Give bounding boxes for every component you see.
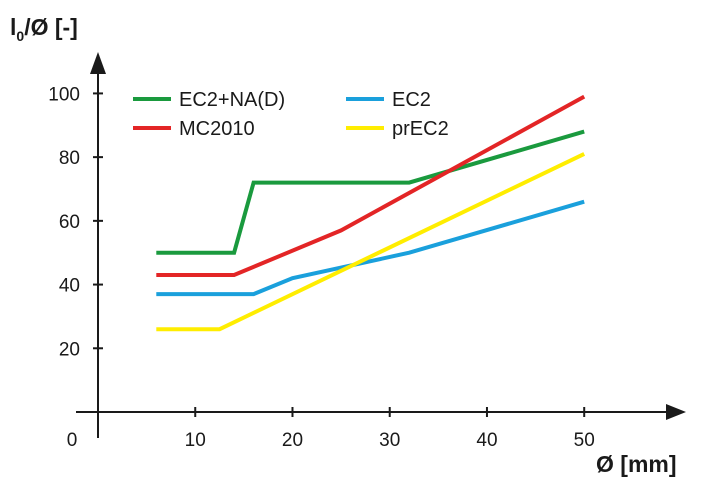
x-axis-label: Ø [mm]	[596, 451, 677, 477]
ticks: 10 20 30 40 50 20 40 60 80 100	[48, 84, 594, 451]
y-axis-label-rest: /Ø [-]	[24, 14, 78, 40]
y-tick-label: 60	[59, 212, 80, 233]
axes: 0 l0/Ø [-] Ø [mm]	[10, 14, 686, 477]
legend-label: MC2010	[179, 118, 255, 140]
y-axis-label-main: l	[10, 14, 16, 40]
y-tick-label: 40	[59, 276, 80, 297]
y-tick-label: 100	[48, 84, 80, 105]
y-axis-arrow-icon	[90, 52, 106, 74]
y-tick-label: 80	[59, 148, 80, 169]
x-tick-label: 20	[282, 430, 303, 451]
series-line-2	[156, 199, 585, 297]
series-line-0	[156, 129, 585, 255]
x-tick-label: 10	[185, 430, 206, 451]
series-lines	[156, 94, 586, 332]
legend: EC2+NA(D) MC2010 EC2 prEC2	[133, 89, 449, 140]
legend-label: EC2+NA(D)	[179, 89, 285, 111]
y-axis-label-sub: 0	[16, 28, 24, 44]
x-tick-label: 50	[574, 430, 595, 451]
series-line-1	[156, 94, 586, 277]
x-tick-label: 30	[379, 430, 400, 451]
y-tick-label: 20	[59, 339, 80, 360]
x-tick-label: 40	[476, 430, 497, 451]
x-axis-arrow-icon	[666, 404, 686, 420]
legend-label: EC2	[392, 89, 431, 111]
legend-label: prEC2	[392, 118, 449, 140]
y-axis-label: l0/Ø [-]	[10, 14, 78, 44]
origin-label: 0	[67, 430, 78, 451]
series-line-3	[156, 152, 586, 332]
